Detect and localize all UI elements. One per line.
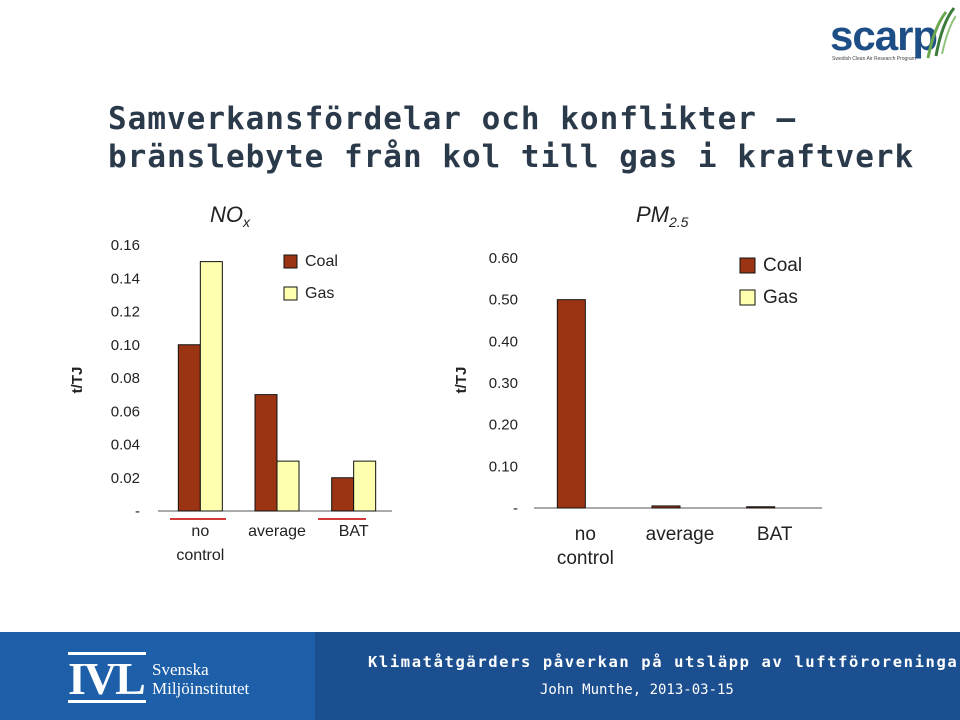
scarp-logo-tagline: Swedish Clean Air Research Program xyxy=(832,56,916,62)
nox-y-axis-label: t/TJ xyxy=(69,367,86,394)
nox-chart-title: NOx xyxy=(210,202,251,230)
nox-bar-gas-1 xyxy=(276,460,300,512)
pm25-chart: PM2.5 t/TJ - 0.10 0.20 0.30 0.40 0.50 0.60 no cont… xyxy=(453,202,822,569)
nox-x-category-label: average xyxy=(248,523,306,540)
slide-title-line-2: bränslebyte från kol till gas i kraftver… xyxy=(108,139,915,175)
pm25-y-axis-label: t/TJ xyxy=(453,367,470,394)
nox-legend-label-gas: Gas xyxy=(305,285,334,302)
pm25-y-tick-label: 0.20 xyxy=(489,417,518,434)
nox-bar-gas-2 xyxy=(353,460,377,512)
pm25-bar-coal-0 xyxy=(556,299,586,509)
nox-legend-swatch-gas xyxy=(283,286,298,301)
nox-chart: NOx t/TJ - 0.02 0.04 0.06 0.08 0.10 0.12 0.14 0.16… xyxy=(69,202,392,564)
scarp-logo-wordmark: scarp xyxy=(830,12,937,59)
nox-x-category-label: no xyxy=(191,523,209,540)
footer-bar: IVL Svenska Miljöinstitutet xyxy=(0,632,960,720)
pm25-bar-coal-2 xyxy=(746,506,776,509)
nox-y-tick-label: 0.12 xyxy=(111,304,140,321)
nox-bar-coal-1 xyxy=(254,394,278,512)
nox-x-category-label: BAT xyxy=(339,523,369,540)
nox-x-category-label: control xyxy=(176,547,224,564)
nox-y-tick-label: 0.08 xyxy=(111,370,140,387)
pm25-y-tick-label: 0.30 xyxy=(489,375,518,392)
pm25-y-tick-label: 0.50 xyxy=(489,292,518,309)
pm25-x-category-label: control xyxy=(557,548,614,569)
nox-legend-label-coal: Coal xyxy=(305,253,338,270)
ivl-logo-rule-top xyxy=(68,652,146,655)
pm25-y-tick-label: 0.40 xyxy=(489,333,518,350)
pm25-x-category-label: average xyxy=(646,524,715,545)
nox-legend-swatch-coal xyxy=(283,254,298,269)
pm25-x-category-label: no xyxy=(575,524,596,545)
footer-author-date: John Munthe, 2013-03-15 xyxy=(540,682,734,698)
nox-y-tick-label: - xyxy=(135,503,140,520)
ivl-logo-mark: IVL xyxy=(68,653,146,704)
footer-headline: Klimatåtgärders påverkan på utsläpp av l… xyxy=(368,653,960,671)
ivl-logo-panel: IVL Svenska Miljöinstitutet xyxy=(0,632,315,720)
slide-title: Samverkansfördelar och konflikter – brän… xyxy=(108,100,914,176)
nox-bar-gas-0 xyxy=(199,261,223,512)
pm25-y-tick-label: - xyxy=(513,500,518,517)
pm25-legend-label-coal: Coal xyxy=(763,255,802,276)
nox-y-tick-label: 0.04 xyxy=(111,437,140,454)
ivl-logo-name-line-1: Svenska xyxy=(152,660,209,679)
nox-y-tick-label: 0.16 xyxy=(111,237,140,254)
pm25-y-tick-label: 0.10 xyxy=(489,458,518,475)
nox-y-tick-label: 0.02 xyxy=(111,470,140,487)
pm25-legend-label-gas: Gas xyxy=(763,287,798,308)
nox-y-tick-label: 0.14 xyxy=(111,270,140,287)
pm25-x-category-label: BAT xyxy=(757,524,793,545)
ivl-logo-name: Svenska Miljöinstitutet xyxy=(152,660,249,698)
ivl-logo-rule-bottom xyxy=(68,700,146,703)
pm25-legend-swatch-coal xyxy=(739,257,756,274)
pm25-y-tick-label: 0.60 xyxy=(489,250,518,267)
scarp-logo: scarp Swedish Clean Air Research Program xyxy=(830,7,956,62)
slide-title-line-1: Samverkansfördelar och konflikter – xyxy=(108,101,797,137)
nox-y-tick-label: 0.06 xyxy=(111,403,140,420)
nox-y-tick-label: 0.10 xyxy=(111,337,140,354)
pm25-chart-title: PM2.5 xyxy=(636,202,689,230)
pm25-bar-coal-1 xyxy=(651,505,681,509)
pm25-legend-swatch-gas xyxy=(739,289,756,306)
ivl-logo-name-line-2: Miljöinstitutet xyxy=(152,679,250,698)
